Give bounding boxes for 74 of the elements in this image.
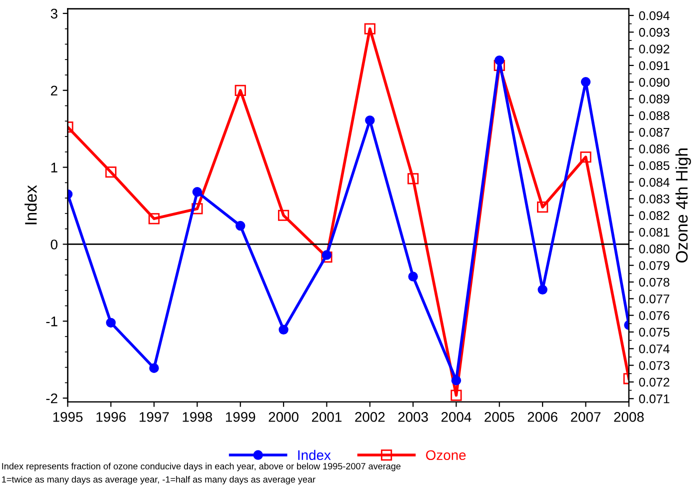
y2-tick-label: 0.088 <box>639 111 670 120</box>
y2-tick-label: 0.094 <box>639 11 670 20</box>
y2-tick-label: 0.075 <box>639 328 670 337</box>
text: 1=twice as many days as average year, -1=half as many days as average year <box>2 476 316 484</box>
x-tick-label: 2006 <box>528 412 558 422</box>
x-tick-label: 2003 <box>398 412 428 422</box>
point <box>322 250 332 260</box>
y2-tick-label: 0.086 <box>639 144 670 154</box>
y2-tick-label: 0.091 <box>639 61 670 70</box>
point <box>364 23 376 34</box>
y2-tick-label: 0.087 <box>639 128 670 137</box>
y2-tick-label: 0.089 <box>639 94 670 104</box>
y-tick-label: 2 <box>50 86 58 96</box>
y2-tick-label: 0.085 <box>639 161 670 170</box>
point <box>148 213 160 224</box>
y2-tick-label: 0.071 <box>639 394 670 404</box>
text: Index represents fraction of ozone conducive days in each year, above or below 1995-2007 average <box>2 462 400 472</box>
y2-tick-label: 0.074 <box>639 344 670 354</box>
x-tick-label: 2005 <box>484 412 514 422</box>
point <box>106 318 116 328</box>
x-tick-label: 1997 <box>140 412 169 422</box>
point <box>105 166 116 178</box>
y2-tick-label: 0.081 <box>639 228 670 237</box>
point <box>538 284 548 294</box>
point <box>408 173 419 184</box>
y2-tick-label: 0.072 <box>639 378 670 387</box>
y-tick-label: 3 <box>50 8 58 19</box>
x-tick-label: 2001 <box>312 412 342 422</box>
y2-tick-label: 0.073 <box>639 361 670 370</box>
point <box>494 55 504 66</box>
y2-tick-label: 0.080 <box>639 244 670 254</box>
point <box>278 210 290 221</box>
y2-tick-label: 0.090 <box>639 78 670 87</box>
x-tick-label: 2000 <box>268 412 298 422</box>
x-tick-label: 2008 <box>614 412 644 422</box>
y-axis-title: Index <box>24 185 37 224</box>
point <box>580 77 591 87</box>
point <box>451 376 462 386</box>
point <box>192 203 203 214</box>
x-tick-label: 1996 <box>96 412 126 422</box>
y2-axis-title: Ozone 4th High <box>675 148 691 262</box>
point <box>236 220 246 231</box>
y2-tick-label: 0.083 <box>639 194 670 204</box>
x-tick-label: 2004 <box>441 412 472 422</box>
x-tick-label: 1995 <box>53 412 83 422</box>
y2-tick-label: 0.077 <box>639 294 670 304</box>
x-tick-label: 2007 <box>570 412 600 422</box>
point <box>192 187 202 197</box>
y-tick-label: -1 <box>46 316 58 326</box>
point <box>537 201 548 213</box>
x-tick-label: 2002 <box>355 412 385 422</box>
y2-tick-label: 0.082 <box>639 211 670 220</box>
point <box>365 116 375 126</box>
point <box>321 251 332 263</box>
point <box>234 84 246 96</box>
y2-tick-label: 0.084 <box>639 178 670 187</box>
y2-tick-label: 0.078 <box>639 278 670 287</box>
x-tick-label: 1999 <box>226 412 256 422</box>
legend-label: Ozone <box>426 450 466 460</box>
legend-label: Index <box>298 450 331 460</box>
y2-tick-label: 0.079 <box>639 261 670 270</box>
y-tick-label: 1 <box>51 162 58 172</box>
y2-tick-label: 0.093 <box>639 28 670 37</box>
point <box>580 152 592 163</box>
point <box>408 272 418 282</box>
point <box>278 324 288 334</box>
point <box>494 60 505 71</box>
y2-tick-label: 0.076 <box>639 311 670 320</box>
y-tick-label: 0 <box>50 240 58 250</box>
point <box>450 390 462 401</box>
y2-tick-label: 0.092 <box>639 44 670 54</box>
y-tick-label: -2 <box>46 393 58 404</box>
x-tick-label: 1998 <box>182 412 212 422</box>
point <box>149 363 159 373</box>
